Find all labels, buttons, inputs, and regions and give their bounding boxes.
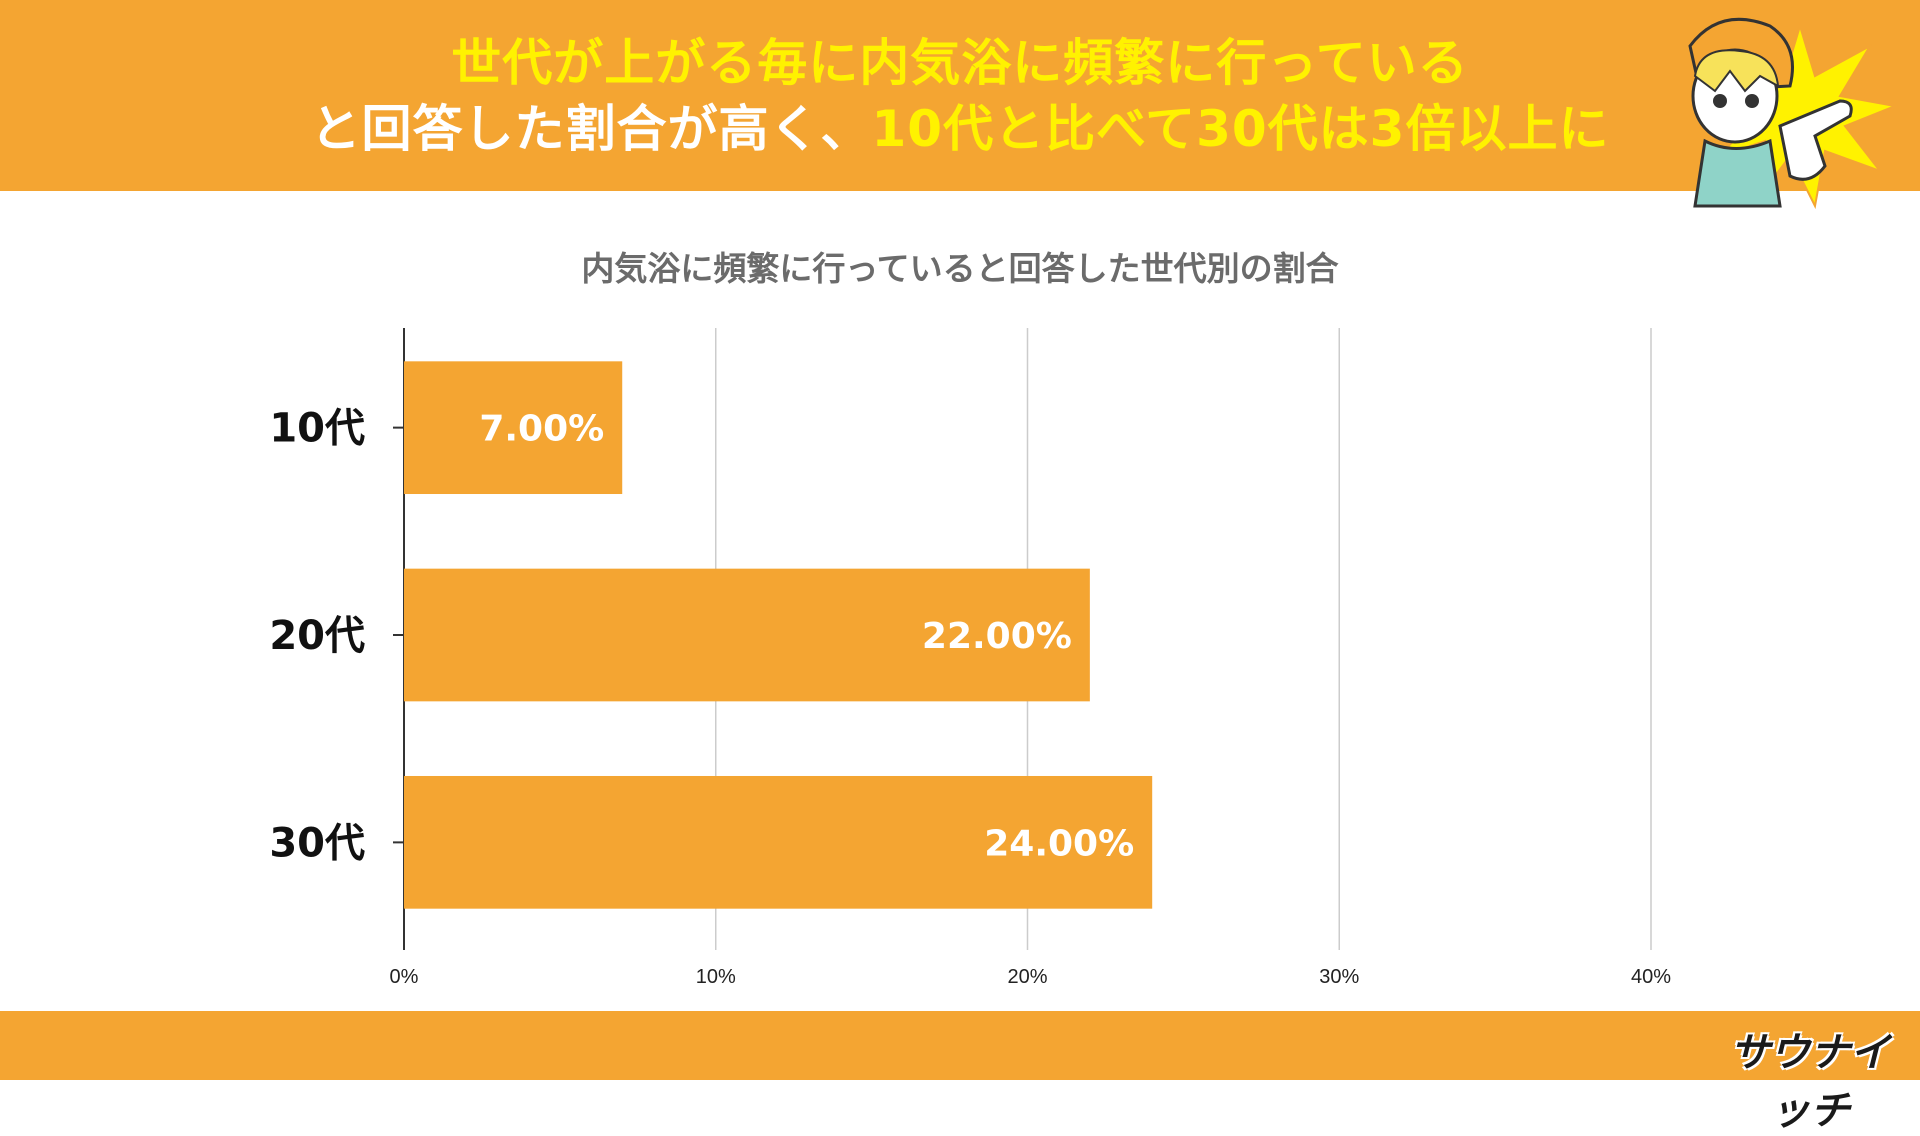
bar bbox=[404, 775, 1153, 909]
category-label: 20代 bbox=[269, 613, 365, 659]
bar-value-label: 24.00% bbox=[984, 823, 1134, 864]
x-tick-label: 40% bbox=[1631, 966, 1671, 988]
x-tick-label: 20% bbox=[1007, 966, 1047, 988]
headline: 世代が上がる毎に内気浴に頻繁に行っている と回答した割合が高く、10代と比べて3… bbox=[0, 30, 1920, 162]
chart-title: 内気浴に頻繁に行っていると回答した世代別の割合 bbox=[581, 249, 1339, 288]
category-label: 30代 bbox=[269, 820, 365, 866]
eye-right bbox=[1745, 94, 1759, 108]
bar-value-label: 22.00% bbox=[922, 616, 1072, 657]
hair-shape bbox=[1693, 49, 1780, 93]
logo-text: サウナイッチ bbox=[1730, 1030, 1890, 1134]
headline-line2-white: と回答した割合が高く、 bbox=[310, 100, 872, 158]
pointing-hand bbox=[1778, 99, 1853, 181]
headline-line2-highlight: 10代と比べて30代は3倍以上に bbox=[871, 100, 1610, 158]
headline-line1: 世代が上がる毎に内気浴に頻繁に行っている bbox=[451, 34, 1469, 92]
bar-chart: 0% 10% 20% 30% 40% 10代 7.00% 20代 22.00% 30代 24.00% bbox=[269, 328, 1671, 988]
bar bbox=[404, 361, 623, 495]
mascot-illustration bbox=[1688, 17, 1899, 210]
x-tick-label: 10% bbox=[696, 966, 736, 988]
headline-line2: と回答した割合が高く、10代と比べて30代は3倍以上に bbox=[0, 96, 1920, 162]
footer-bar bbox=[0, 1011, 1920, 1080]
x-tick-label: 30% bbox=[1319, 966, 1359, 988]
eye-left bbox=[1713, 94, 1727, 108]
bar-value-label: 7.00% bbox=[479, 409, 604, 450]
category-label: 10代 bbox=[269, 406, 365, 452]
header-banner bbox=[0, 0, 1920, 191]
bar bbox=[404, 568, 1090, 702]
sauna-logo: サウナイッチ bbox=[1720, 1014, 1900, 1134]
x-tick-label: 0% bbox=[390, 966, 419, 988]
body-shape bbox=[1693, 138, 1782, 208]
